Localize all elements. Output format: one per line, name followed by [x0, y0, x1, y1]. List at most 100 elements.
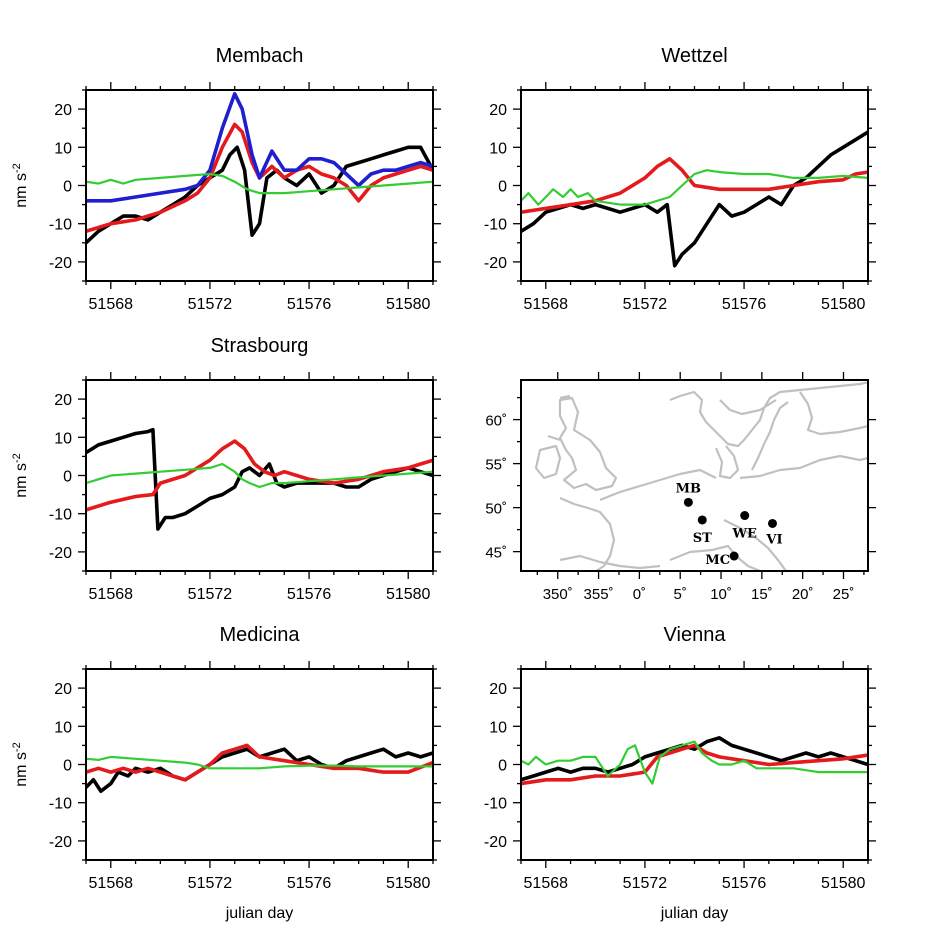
lon-tick-label: 5˚ [674, 586, 687, 603]
series-group [86, 92, 433, 245]
y-tick-label: 0 [63, 758, 72, 775]
chart-panel-membach: Membach 51568 51572 51576 51580 -20 -10 0 10 20 nm… [11, 45, 441, 313]
x-tick-label: 51580 [386, 875, 431, 892]
chart-title: Membach [216, 45, 304, 67]
x-tick-label: 51572 [188, 296, 233, 313]
chart-panel-vienna: Vienna 51568 51572 51576 51580 -20 -10 0 10 20 jul… [484, 624, 876, 922]
y-axis-label-exponent: -2 [11, 163, 23, 173]
coastline-path [669, 381, 868, 448]
y-tick-label: -20 [49, 255, 72, 272]
plot-frame [85, 668, 434, 861]
y-axis-label: nm s-2 [11, 163, 30, 207]
x-tick-label: 51580 [821, 875, 866, 892]
station-marker-we[interactable] [740, 511, 750, 521]
x-tick-label: 51580 [821, 296, 866, 313]
y-tick-label: 0 [498, 179, 507, 196]
lat-tick-label: 45˚ [485, 545, 507, 562]
lon-tick-label: 10˚ [710, 586, 732, 603]
y-tick-label: 20 [489, 681, 507, 698]
y-tick-label: -10 [484, 217, 507, 234]
series-line-black [521, 735, 868, 782]
x-tick-label: 51576 [287, 296, 332, 313]
y-tick-label: -10 [49, 507, 72, 524]
chart-panel-map: 350˚ 355˚ 0˚ 5˚ 10˚ 15˚ 20˚ 25˚ 60˚ 55˚ 50˚ 45˚ MB ST… [485, 372, 876, 603]
lat-tick-label: 55˚ [485, 457, 507, 474]
station-label-vi: VI [765, 532, 782, 547]
y-tick-label: 20 [54, 392, 72, 409]
coastline-path [719, 399, 777, 416]
lon-tick-label: 350˚ [543, 586, 573, 603]
series-line-green [86, 172, 433, 195]
y-tick-label: -20 [484, 255, 507, 272]
lat-tick-label: 50˚ [485, 501, 507, 518]
plot-frame [520, 668, 869, 861]
series-line-red [521, 743, 868, 786]
x-tick-label: 51576 [287, 586, 332, 603]
x-tick-label: 51572 [623, 296, 668, 313]
coastline-path [559, 496, 616, 571]
station-label-we: WE [731, 527, 757, 542]
coastline-path [723, 519, 787, 571]
series-line-red [86, 122, 433, 234]
coastline-path [751, 401, 789, 471]
series-line-red [86, 743, 433, 782]
series-line-black [86, 747, 433, 794]
y-axis-label-main: nm s [13, 752, 30, 787]
y-tick-label: 0 [498, 758, 507, 775]
y-tick-label: 10 [489, 719, 507, 736]
chart-panel-wettzel: Wettzel 51568 51572 51576 51580 -20 -10 0 10 20 [484, 45, 876, 313]
y-axis-label: nm s-2 [11, 453, 30, 497]
y-axis-label-main: nm s [13, 463, 30, 498]
y-tick-label: 10 [54, 430, 72, 447]
series-line-green [86, 462, 433, 489]
station-marker-vi[interactable] [767, 518, 777, 528]
x-tick-label: 51568 [89, 875, 134, 892]
station-marker-mb[interactable] [683, 497, 693, 507]
series-line-green [86, 755, 433, 770]
station-marker-mc[interactable] [729, 551, 739, 561]
station-label-st: ST [693, 531, 712, 546]
coastline-path [714, 445, 740, 480]
y-axis-label: nm s-2 [11, 742, 30, 786]
y-tick-label: 0 [63, 179, 72, 196]
lon-tick-label: 25˚ [833, 586, 855, 603]
chart-title: Vienna [664, 624, 727, 646]
series-line-black [521, 130, 868, 268]
y-tick-label: -10 [49, 217, 72, 234]
y-tick-label: 20 [54, 681, 72, 698]
lon-tick-label: 15˚ [751, 586, 773, 603]
lon-tick-label: 0˚ [633, 586, 646, 603]
y-tick-label: 10 [54, 719, 72, 736]
chart-panel-strasbourg: Strasbourg 51568 51572 51576 51580 -20 -10 0 10 2… [11, 335, 441, 603]
station-marker-st[interactable] [697, 515, 707, 525]
y-tick-label: -20 [484, 834, 507, 851]
chart-title: Medicina [219, 624, 300, 646]
x-tick-label: 51580 [386, 296, 431, 313]
x-tick-label: 51568 [524, 875, 569, 892]
series-group [86, 427, 433, 531]
station-label-mc: MC [705, 553, 730, 568]
x-tick-label: 51568 [89, 586, 134, 603]
series-line-black [86, 427, 433, 531]
chart-title: Wettzel [661, 45, 727, 67]
x-tick-label: 51576 [287, 875, 332, 892]
coastline-path [558, 396, 618, 492]
series-group [521, 735, 868, 786]
coastline-path [559, 554, 661, 570]
x-tick-label: 51568 [89, 296, 134, 313]
x-tick-label: 51572 [188, 586, 233, 603]
lat-tick-label: 60˚ [485, 413, 507, 430]
coastline-path [547, 434, 561, 442]
y-tick-label: 0 [63, 469, 72, 486]
y-tick-label: 10 [489, 140, 507, 157]
y-tick-label: -20 [49, 834, 72, 851]
series-line-green [521, 740, 868, 785]
lon-tick-label: 20˚ [792, 586, 814, 603]
x-tick-label: 51576 [722, 875, 767, 892]
x-tick-label: 51572 [623, 875, 668, 892]
series-line-green [521, 169, 868, 206]
chart-panel-medicina: Medicina 51568 51572 51576 51580 -20 -10 0 10 20 n… [11, 624, 441, 922]
y-tick-label: 20 [489, 102, 507, 119]
x-axis-label: julian day [660, 905, 729, 922]
